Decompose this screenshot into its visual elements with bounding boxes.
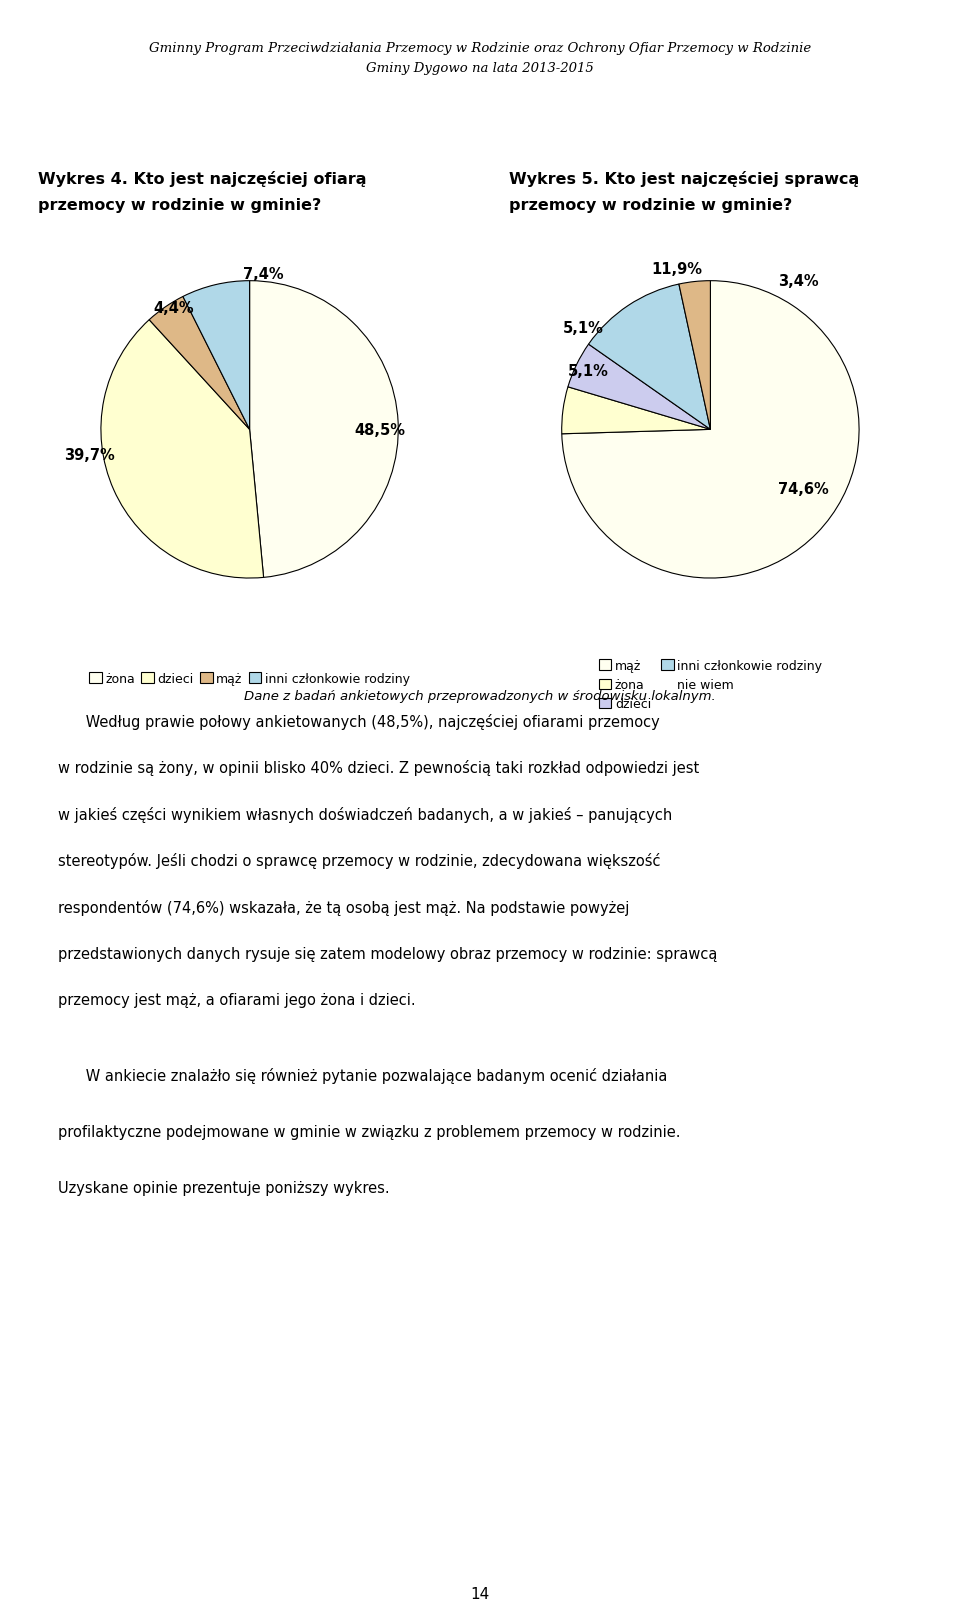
Legend: mąż, żona, dzieci, inni członkowie rodziny, nie wiem: mąż, żona, dzieci, inni członkowie rodzi… <box>598 659 823 711</box>
Wedge shape <box>562 388 710 435</box>
Text: Uzyskane opinie prezentuje poniższy wykres.: Uzyskane opinie prezentuje poniższy wykr… <box>58 1182 389 1196</box>
Text: 4,4%: 4,4% <box>154 300 194 316</box>
Wedge shape <box>562 281 859 579</box>
Text: 11,9%: 11,9% <box>651 263 702 278</box>
Text: przedstawionych danych rysuje się zatem modelowy obraz przemocy w rodzinie: spra: przedstawionych danych rysuje się zatem … <box>58 946 717 961</box>
Wedge shape <box>250 281 398 578</box>
Text: 39,7%: 39,7% <box>63 448 114 463</box>
Text: przemocy jest mąż, a ofiarami jego żona i dzieci.: przemocy jest mąż, a ofiarami jego żona … <box>58 993 416 1008</box>
Text: 48,5%: 48,5% <box>354 422 405 438</box>
Wedge shape <box>183 281 250 430</box>
Text: Dane z badań ankietowych przeprowadzonych w środowisku lokalnym.: Dane z badań ankietowych przeprowadzonyc… <box>244 690 716 703</box>
Text: w rodzinie są żony, w opinii blisko 40% dzieci. Z pewnością taki rozkład odpowie: w rodzinie są żony, w opinii blisko 40% … <box>58 760 699 776</box>
Text: Gminny Program Przeciwdziałania Przemocy w Rodzinie oraz Ochrony Ofiar Przemocy : Gminny Program Przeciwdziałania Przemocy… <box>149 42 811 55</box>
Text: stereotypów. Jeśli chodzi o sprawcę przemocy w rodzinie, zdecydowana większość: stereotypów. Jeśli chodzi o sprawcę prze… <box>58 852 660 868</box>
Text: 5,1%: 5,1% <box>564 321 604 336</box>
Text: Wykres 5. Kto jest najczęściej sprawcą: Wykres 5. Kto jest najczęściej sprawcą <box>509 170 859 187</box>
Text: 5,1%: 5,1% <box>568 364 610 378</box>
Legend: żona, dzieci, mąż, inni członkowie rodziny: żona, dzieci, mąż, inni członkowie rodzi… <box>89 672 410 685</box>
Text: przemocy w rodzinie w gminie?: przemocy w rodzinie w gminie? <box>38 198 322 213</box>
Text: 3,4%: 3,4% <box>778 274 819 289</box>
Text: w jakieś części wynikiem własnych doświadczeń badanych, a w jakieś – panujących: w jakieś części wynikiem własnych doświa… <box>58 807 672 823</box>
Wedge shape <box>679 281 710 430</box>
Wedge shape <box>149 297 250 430</box>
Text: Wykres 4. Kto jest najczęściej ofiarą: Wykres 4. Kto jest najczęściej ofiarą <box>38 170 367 187</box>
Text: respondentów (74,6%) wskazała, że tą osobą jest mąż. Na podstawie powyżej: respondentów (74,6%) wskazała, że tą oso… <box>58 899 629 915</box>
Wedge shape <box>568 346 710 430</box>
Text: przemocy w rodzinie w gminie?: przemocy w rodzinie w gminie? <box>509 198 792 213</box>
Wedge shape <box>588 286 710 430</box>
Text: 74,6%: 74,6% <box>778 482 828 497</box>
Text: Gminy Dygowo na lata 2013-2015: Gminy Dygowo na lata 2013-2015 <box>366 62 594 75</box>
Text: 14: 14 <box>470 1586 490 1602</box>
Text: Według prawie połowy ankietowanych (48,5%), najczęściej ofiarami przemocy: Według prawie połowy ankietowanych (48,5… <box>58 712 660 729</box>
Text: 7,4%: 7,4% <box>243 268 283 282</box>
Text: W ankiecie znalażło się również pytanie pozwalające badanym ocenić działania: W ankiecie znalażło się również pytanie … <box>58 1066 667 1083</box>
Wedge shape <box>101 320 264 579</box>
Text: profilaktyczne podejmowane w gminie w związku z problemem przemocy w rodzinie.: profilaktyczne podejmowane w gminie w zw… <box>58 1125 680 1139</box>
